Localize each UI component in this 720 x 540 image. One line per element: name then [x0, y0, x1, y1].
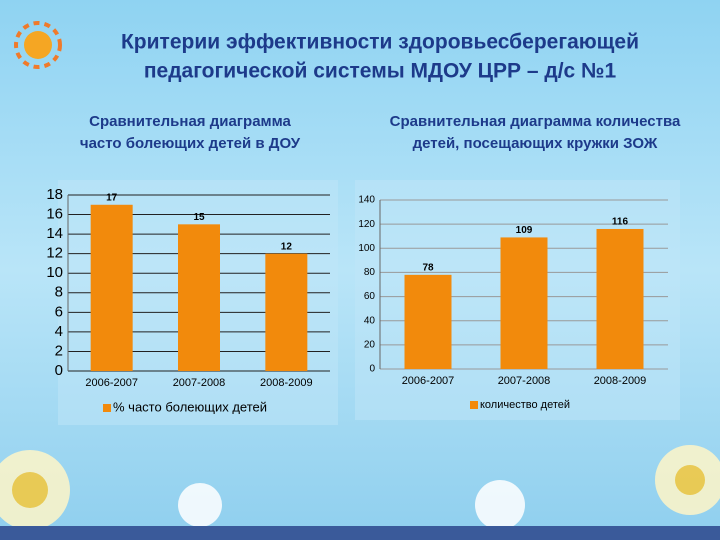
y-tick-label: 16 — [46, 206, 63, 223]
value-label: 109 — [516, 225, 533, 236]
y-tick-label: 20 — [364, 339, 376, 350]
chart-title: Сравнительная диаграмма — [89, 113, 291, 130]
y-tick-label: 80 — [364, 267, 376, 278]
bar — [404, 274, 452, 369]
legend-label: количество детей — [480, 399, 570, 411]
y-tick-label: 0 — [55, 362, 63, 379]
y-tick-label: 10 — [46, 264, 63, 281]
legend-label: % часто болеющих детей — [113, 399, 267, 414]
y-tick-label: 14 — [46, 225, 63, 242]
bottom-bar — [0, 526, 720, 540]
bar — [178, 224, 220, 371]
y-tick-label: 100 — [358, 243, 375, 254]
x-tick-label: 2006-2007 — [85, 377, 138, 389]
x-tick-label: 2007-2008 — [173, 377, 226, 389]
y-tick-label: 2 — [55, 342, 63, 359]
chart-title: Сравнительная диаграмма количества — [390, 113, 681, 130]
slide-title: Критерии эффективности здоровьесберегающ… — [121, 31, 639, 54]
chart-title: часто болеющих детей в ДОУ — [80, 135, 301, 152]
x-tick-label: 2006-2007 — [402, 375, 455, 387]
y-tick-label: 4 — [55, 323, 63, 340]
value-label: 12 — [281, 241, 293, 252]
y-tick-label: 60 — [364, 291, 376, 302]
x-tick-label: 2008-2009 — [260, 377, 313, 389]
y-tick-label: 18 — [46, 186, 63, 203]
x-tick-label: 2007-2008 — [498, 375, 551, 387]
sun-icon — [14, 21, 62, 69]
bar — [265, 253, 308, 371]
value-label: 78 — [422, 262, 434, 273]
y-tick-label: 140 — [358, 195, 375, 206]
y-tick-label: 0 — [369, 364, 375, 375]
bar — [500, 237, 548, 369]
legend-swatch — [103, 404, 111, 412]
chart-title: детей, посещающих кружки ЗОЖ — [413, 135, 658, 152]
bar — [596, 228, 644, 369]
y-tick-label: 40 — [364, 315, 376, 326]
legend-swatch — [470, 401, 478, 409]
value-label: 116 — [612, 217, 629, 228]
y-tick-label: 8 — [55, 284, 63, 301]
value-label: 17 — [106, 192, 118, 203]
y-tick-label: 120 — [358, 219, 375, 230]
decor-flowers — [0, 445, 720, 530]
x-tick-label: 2008-2009 — [594, 375, 647, 387]
bar — [90, 204, 133, 371]
value-label: 15 — [193, 212, 205, 223]
slide-title: педагогической системы МДОУ ЦРР – д/с №1 — [144, 60, 617, 83]
y-tick-label: 12 — [46, 245, 63, 262]
y-tick-label: 6 — [55, 303, 63, 320]
